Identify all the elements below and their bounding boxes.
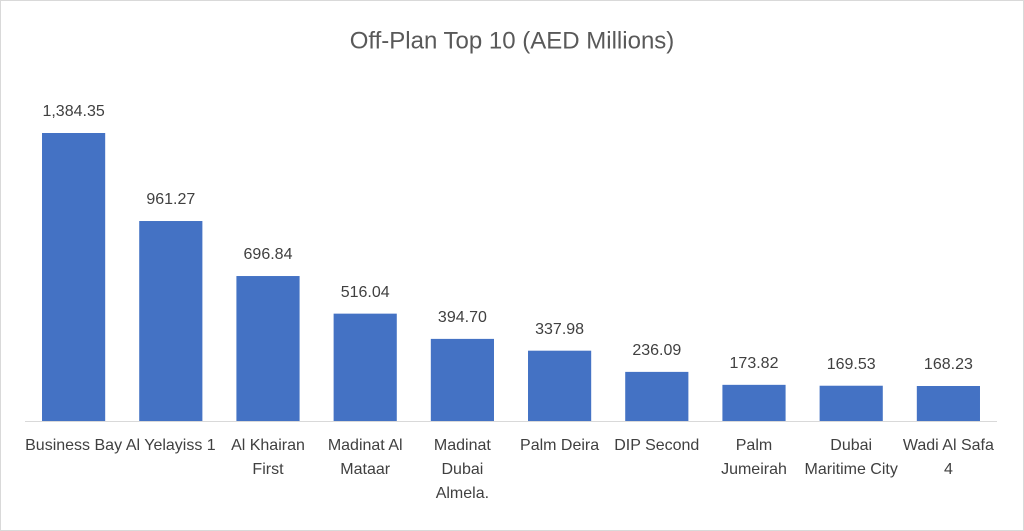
data-label: 961.27 [146, 191, 195, 208]
bar [139, 221, 203, 421]
data-label: 169.53 [827, 356, 876, 373]
x-tick-label: Madinat Dubai Almela. [433, 437, 491, 502]
x-tick-label: Dubai Maritime City [804, 437, 898, 478]
x-tick-label: Business Bay [25, 437, 123, 454]
bar [430, 338, 494, 421]
data-label: 394.70 [438, 309, 487, 326]
chart-title: Off-Plan Top 10 (AED Millions) [350, 27, 675, 54]
data-label: 236.09 [632, 342, 681, 359]
data-label: 337.98 [535, 321, 584, 338]
bar [42, 133, 106, 421]
x-tick-label: Palm Jumeirah [721, 437, 787, 478]
data-label: 696.84 [244, 246, 293, 263]
data-label: 1,384.35 [42, 103, 104, 120]
data-label: 168.23 [924, 356, 973, 373]
bar [916, 386, 980, 421]
data-label: 173.82 [730, 355, 779, 372]
bar [722, 384, 786, 421]
data-label: 516.04 [341, 284, 390, 301]
x-tick-label: DIP Second [614, 437, 700, 454]
x-tick-label: Madinat Al Mataar [327, 437, 403, 478]
bar [528, 350, 592, 421]
x-tick-label: Wadi Al Safa 4 [902, 437, 994, 478]
bar [236, 276, 300, 421]
x-tick-label: Al Yelayiss 1 [125, 437, 216, 454]
bar [819, 385, 883, 421]
bar [333, 313, 397, 421]
x-tick-label: Palm Deira [520, 437, 600, 454]
bar [625, 371, 689, 421]
x-tick-label: Al Khairan First [231, 437, 305, 478]
